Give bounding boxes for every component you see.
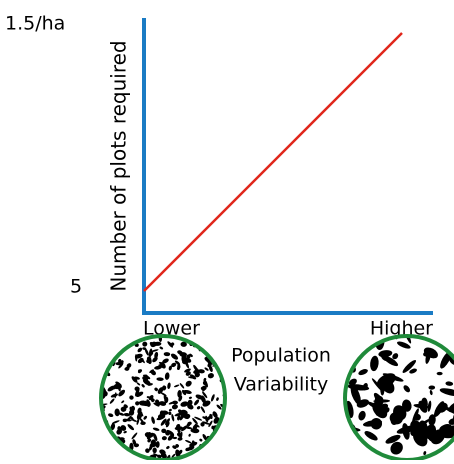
texture-blob [359, 329, 363, 349]
texture-blob [221, 343, 225, 347]
texture-blob [114, 346, 119, 351]
diagram: 1.5/ha 5 Number of plots required Lower … [0, 0, 454, 460]
texture-blob [350, 334, 357, 345]
texture-blob [205, 334, 211, 343]
y-bottom-label: 5 [70, 276, 82, 298]
texture-blob [107, 339, 113, 345]
texture-blob [98, 359, 105, 366]
texture-blob [97, 332, 102, 337]
texture-blob [217, 357, 226, 365]
texture-blob [215, 442, 224, 449]
texture-blob [341, 365, 346, 377]
page: {"y_axis": {"title": "Number of plots re… [0, 0, 454, 460]
texture-blob [102, 350, 106, 353]
texture-blob [346, 456, 365, 460]
texture-blob [195, 455, 199, 458]
texture-blob [220, 351, 227, 357]
texture-blob [109, 347, 114, 351]
texture-blob [101, 439, 105, 444]
texture-blob [206, 456, 213, 460]
y-top-label: 1.5/ha [5, 13, 65, 35]
texture-blob [107, 445, 114, 452]
high-variability-texture [337, 326, 454, 460]
texture-blob [450, 328, 454, 342]
texture-blob [211, 452, 217, 457]
texture-blob [111, 339, 121, 348]
texture-blob [101, 343, 104, 347]
texture-blob [205, 445, 213, 453]
texture-blob [101, 354, 109, 361]
texture-blob [204, 342, 209, 348]
texture-blob [201, 337, 207, 344]
texture-blob [215, 332, 219, 335]
texture-blob [450, 338, 454, 352]
texture-blob [218, 343, 226, 350]
texture-blob [219, 433, 226, 441]
texture-blob [100, 360, 107, 367]
texture-blob [215, 435, 220, 439]
texture-blob [99, 352, 108, 361]
texture-blob [218, 455, 223, 460]
texture-blob [101, 331, 110, 337]
texture-blob [218, 443, 227, 452]
x-axis-title-line2: Variability [234, 374, 329, 396]
texture-blob [206, 344, 213, 348]
texture-blob [212, 444, 221, 451]
texture-blob [354, 337, 365, 353]
texture-blob [217, 443, 226, 451]
texture-blob [98, 428, 106, 434]
texture-blob [152, 448, 156, 454]
texture-blob [210, 347, 216, 350]
texture-blob [109, 337, 114, 341]
x-axis-title-line1: Population [231, 345, 331, 367]
texture-blob [212, 439, 219, 447]
texture-blob [218, 438, 225, 446]
texture-blob [211, 452, 218, 459]
y-axis-title: Number of plots required [107, 40, 131, 291]
texture-blob [205, 446, 209, 450]
texture-blob [219, 445, 225, 453]
texture-blob [98, 339, 105, 346]
texture-blob [217, 339, 221, 344]
texture-blob [96, 449, 101, 454]
texture-blob [115, 333, 122, 340]
texture-blob [118, 341, 123, 346]
trend-line [144, 33, 402, 291]
texture-blob [222, 435, 228, 440]
texture-blob [213, 349, 218, 353]
texture-blob [122, 339, 128, 343]
texture-blob [95, 455, 104, 460]
texture-blob [219, 454, 223, 458]
texture-blob [101, 435, 109, 444]
texture-blob [97, 355, 103, 361]
texture-blob [213, 335, 222, 340]
